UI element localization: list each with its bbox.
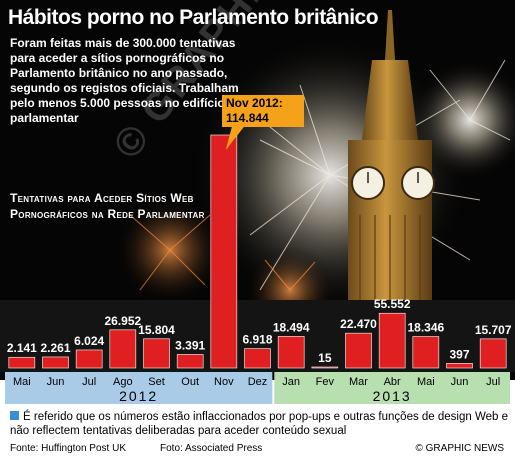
peak-callout: Nov 2012: 114.844 xyxy=(222,95,304,127)
month-tick-label: Jul xyxy=(82,376,96,388)
month-tick-label: Nov xyxy=(214,376,234,388)
month-tick-label: Ago xyxy=(113,376,133,388)
month-tick-label: Jan xyxy=(282,376,300,388)
bar xyxy=(244,348,271,369)
bar xyxy=(277,336,305,369)
month-tick-label: Jul xyxy=(486,376,500,388)
callout-value: 114.844 xyxy=(226,111,269,125)
bar xyxy=(345,332,372,369)
month-tick-label: Fev xyxy=(316,376,335,388)
value-label: 26.952 xyxy=(104,314,141,328)
value-label: 15.707 xyxy=(475,323,512,337)
month-tick-label: Jun xyxy=(451,376,469,388)
month-tick-label: Dez xyxy=(248,376,268,388)
source-credit: Fonte: Huffington Post UK xyxy=(10,443,126,454)
value-label: 2.261 xyxy=(40,341,70,355)
value-label: 6.024 xyxy=(74,334,104,348)
footnote: É referido que os números estão inflacci… xyxy=(10,410,510,438)
year-label-2013: 2013 xyxy=(373,388,412,404)
bar xyxy=(143,338,170,369)
bar xyxy=(412,336,440,369)
footnote-square-icon xyxy=(10,411,19,420)
month-ticks-group: Mai Jun Jul Ago Set Out Nov Dez Jan Fev Mar Abr Mai J… xyxy=(13,376,500,388)
copyright: © GRAPHIC NEWS xyxy=(415,443,505,454)
bar xyxy=(8,356,36,369)
month-tick-label: Set xyxy=(148,376,165,388)
bar xyxy=(210,134,238,369)
month-tick-label: Mar xyxy=(349,376,368,388)
value-label: 18.346 xyxy=(407,321,444,335)
value-label: 15.804 xyxy=(138,323,175,337)
month-tick-label: Mai xyxy=(417,376,435,388)
photo-credit: Foto: Associated Press xyxy=(160,443,263,454)
month-tick-label: Out xyxy=(181,376,199,388)
axis-band-2012 xyxy=(5,372,273,404)
bars-group xyxy=(8,134,507,369)
month-tick-label: Jun xyxy=(47,376,65,388)
month-tick-label: Abr xyxy=(384,376,401,388)
month-tick-label: Mai xyxy=(13,376,31,388)
bar xyxy=(75,349,103,369)
intro-text: Foram feitas mais de 300.000 tentativas … xyxy=(10,36,239,125)
bar xyxy=(311,366,339,369)
value-label: 397 xyxy=(449,347,469,361)
value-label: 15 xyxy=(318,351,332,365)
bar xyxy=(176,354,204,369)
year-label-2012: 2012 xyxy=(119,388,158,404)
bar xyxy=(42,356,69,369)
footnote-text: É referido que os números estão inflacci… xyxy=(10,411,509,437)
page-title: Hábitos porno no Parlamento britânico xyxy=(8,6,379,29)
value-label: 22.470 xyxy=(340,317,377,331)
value-label: 2.141 xyxy=(7,341,37,355)
bar xyxy=(479,338,507,369)
bar xyxy=(109,329,137,369)
value-label: 6.918 xyxy=(242,333,272,347)
year-labels-group: 2012 2013 xyxy=(119,388,412,404)
axis-band-2013 xyxy=(274,372,510,404)
value-label: 18.494 xyxy=(273,320,310,334)
bar xyxy=(378,312,406,369)
value-label: 3.391 xyxy=(175,338,205,352)
chart-subtitle: Tentativas para Aceder Sítios Web Pornog… xyxy=(10,191,205,221)
callout-pointer xyxy=(225,127,244,150)
bar xyxy=(446,363,473,369)
value-label: 55.552 xyxy=(374,297,411,311)
callout-date: Nov 2012: xyxy=(226,96,283,110)
